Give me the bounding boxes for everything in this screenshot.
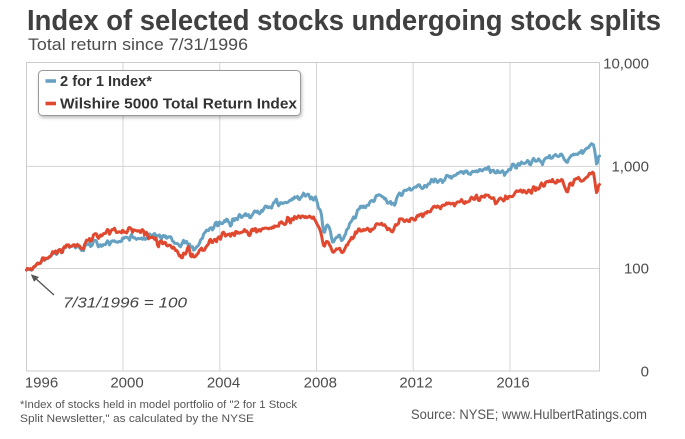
svg-text:1996: 1996 bbox=[25, 374, 58, 391]
svg-text:2000: 2000 bbox=[110, 374, 143, 391]
svg-text:Total return since 7/31/1996: Total return since 7/31/1996 bbox=[28, 35, 248, 54]
svg-text:Index of selected stocks under: Index of selected stocks undergoing stoc… bbox=[27, 5, 661, 37]
svg-text:1,000: 1,000 bbox=[611, 159, 649, 176]
svg-text:2012: 2012 bbox=[399, 374, 432, 391]
svg-text:*Index of stocks held in model: *Index of stocks held in model portfolio… bbox=[20, 399, 298, 411]
svg-text:2004: 2004 bbox=[207, 374, 240, 391]
svg-text:7/31/1996 = 100: 7/31/1996 = 100 bbox=[63, 295, 188, 312]
svg-text:2016: 2016 bbox=[496, 374, 529, 391]
svg-text:2008: 2008 bbox=[304, 374, 337, 391]
svg-text:Split Newsletter," as calculat: Split Newsletter," as calculated by the … bbox=[20, 413, 254, 425]
svg-text:2 for 1 Index*: 2 for 1 Index* bbox=[60, 74, 152, 90]
svg-text:Source: NYSE; www.HulbertRatin: Source: NYSE; www.HulbertRatings.com bbox=[411, 407, 647, 422]
svg-text:Wilshire 5000 Total Return Ind: Wilshire 5000 Total Return Index bbox=[60, 97, 297, 113]
svg-text:10,000: 10,000 bbox=[603, 55, 649, 72]
svg-text:0: 0 bbox=[641, 363, 649, 380]
svg-text:100: 100 bbox=[624, 260, 649, 277]
